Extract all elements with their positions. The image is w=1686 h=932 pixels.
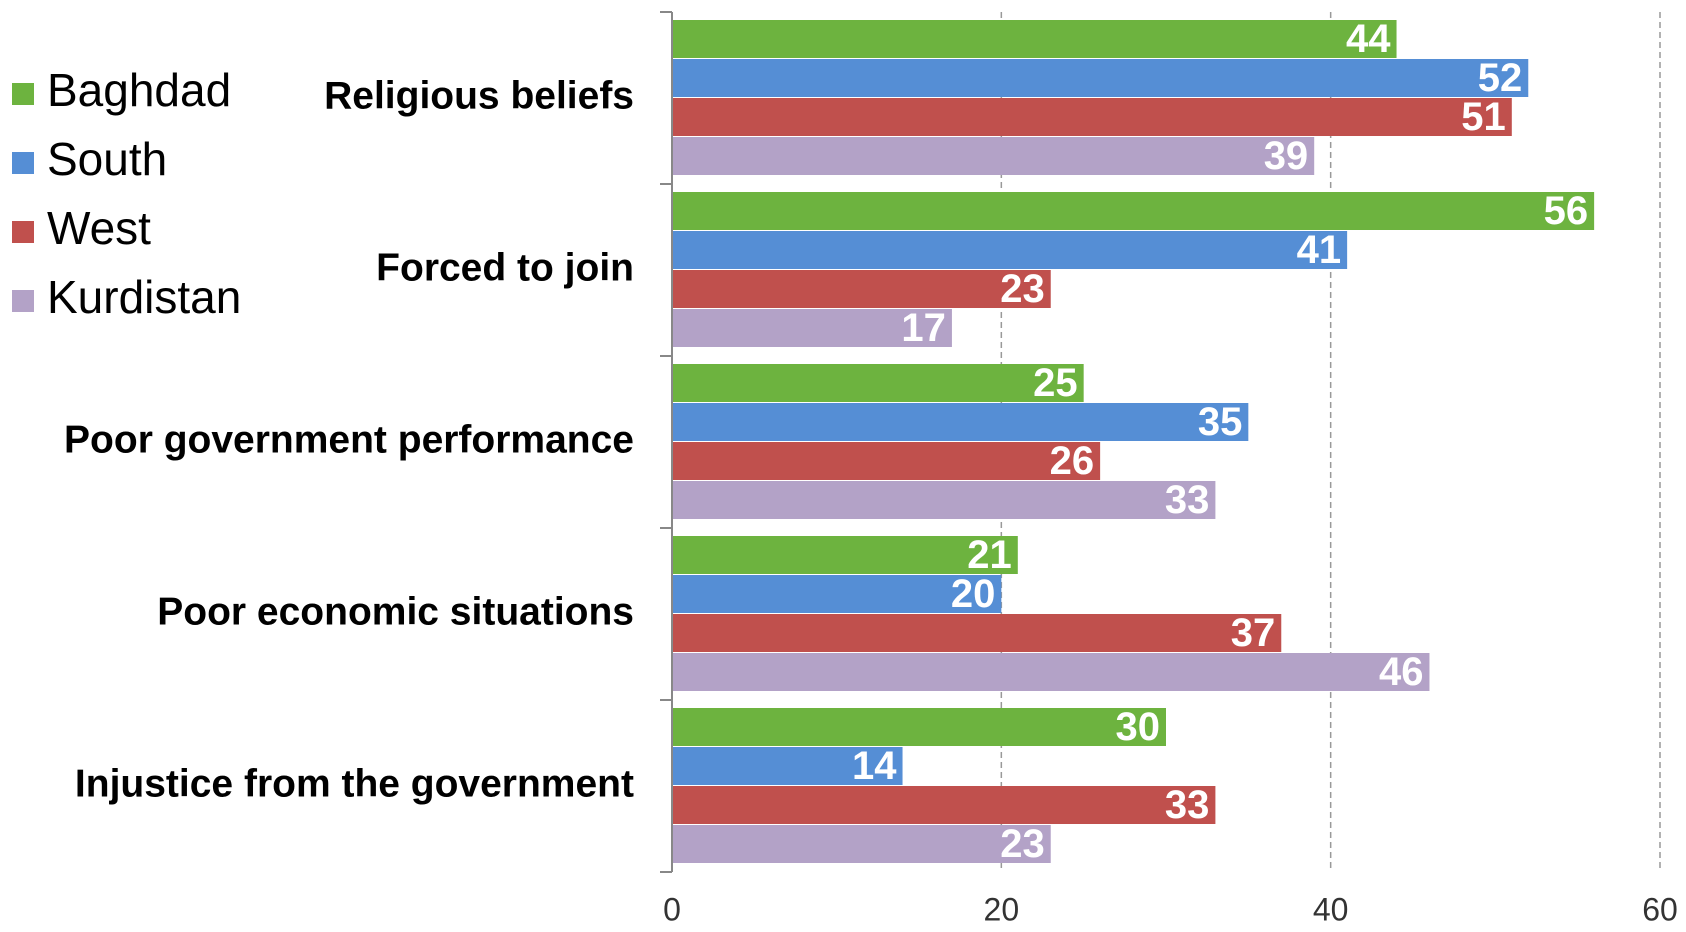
value-label: 33: [1165, 783, 1210, 827]
x-tick-label: 60: [1642, 891, 1678, 927]
category-label: Poor government performance: [64, 418, 634, 461]
value-label: 23: [1000, 822, 1045, 866]
legend-label: Kurdistan: [47, 271, 241, 323]
value-label: 51: [1461, 95, 1506, 139]
value-label: 30: [1116, 705, 1161, 749]
legend-label: Baghdad: [47, 64, 231, 116]
bar: [672, 614, 1282, 652]
legend-swatch: [12, 221, 34, 243]
x-tick-label: 20: [984, 891, 1020, 927]
bar: [672, 825, 1051, 863]
legend-label: West: [47, 202, 151, 254]
category-label: Religious beliefs: [324, 74, 634, 117]
bar: [672, 653, 1430, 691]
bar: [672, 20, 1397, 58]
value-label: 21: [967, 533, 1012, 577]
value-label: 33: [1165, 478, 1210, 522]
category-label: Forced to join: [376, 246, 634, 289]
value-label: 25: [1033, 361, 1078, 405]
legend-swatch: [12, 152, 34, 174]
bar: [672, 536, 1018, 574]
bar: [672, 309, 952, 347]
value-label: 37: [1231, 611, 1276, 655]
bar: [672, 481, 1216, 519]
legend-swatch: [12, 83, 34, 105]
value-label: 52: [1478, 56, 1523, 100]
x-tick-label: 40: [1313, 891, 1349, 927]
bar: [672, 575, 1002, 613]
category-label: Poor economic situations: [157, 590, 634, 633]
legend-swatch: [12, 290, 34, 312]
value-label: 41: [1297, 228, 1342, 272]
value-label: 26: [1050, 439, 1095, 483]
legend-label: South: [47, 133, 167, 185]
bar: [672, 364, 1084, 402]
bar: [672, 403, 1249, 441]
bar: [672, 786, 1216, 824]
value-label: 35: [1198, 400, 1243, 444]
bar: [672, 442, 1101, 480]
bar: [672, 747, 903, 785]
value-label: 56: [1544, 189, 1589, 233]
bar: [672, 98, 1512, 136]
value-label: 46: [1379, 650, 1424, 694]
value-label: 39: [1264, 134, 1309, 178]
value-label: 44: [1346, 17, 1391, 61]
bar: [672, 137, 1315, 175]
value-label: 17: [901, 306, 946, 350]
value-label: 14: [852, 744, 897, 788]
value-label: 20: [951, 572, 996, 616]
bar: [672, 270, 1051, 308]
value-label: 23: [1000, 267, 1045, 311]
category-label: Injustice from the government: [75, 762, 634, 805]
x-tick-label: 0: [663, 891, 681, 927]
bar: [672, 59, 1529, 97]
bar: [672, 192, 1595, 230]
bar: [672, 708, 1166, 746]
bar: [672, 231, 1348, 269]
